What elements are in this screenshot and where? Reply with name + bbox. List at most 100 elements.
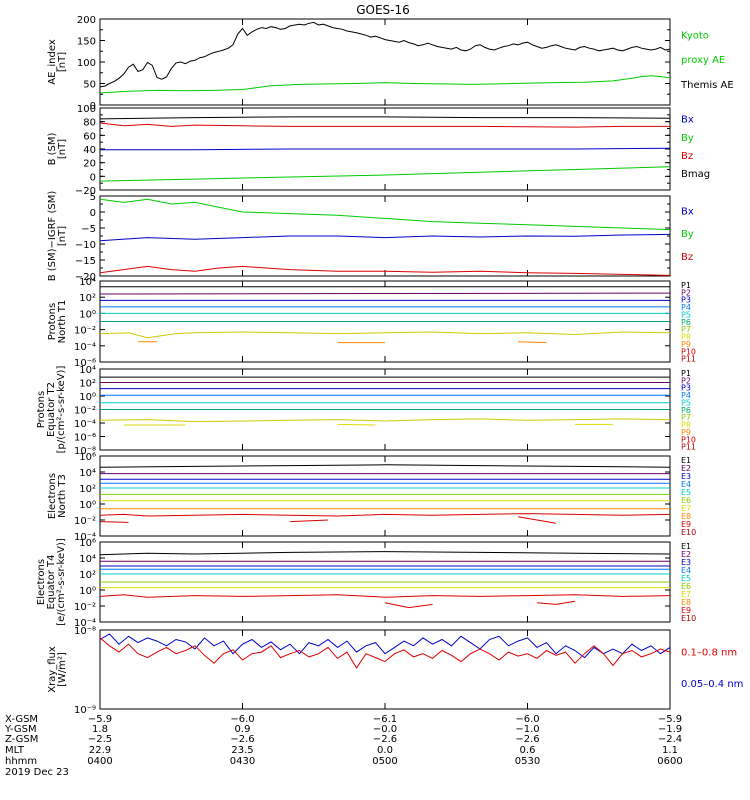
y-tick-label: −5 (81, 224, 96, 235)
x-tick-mlt: 22.9 (89, 745, 111, 756)
series-line-bigrf-2 (99, 265, 671, 276)
x-row-label: Z-GSM (5, 734, 38, 745)
series-line-bsm-3 (99, 166, 671, 182)
y-tick-label: 10⁰ (79, 500, 96, 511)
series-line-eet4-8 (384, 602, 433, 609)
series-line-ent3-9 (99, 521, 129, 523)
x-tick-zgsm: −2.5 (88, 734, 112, 745)
time-axis-labels: X-GSMY-GSMZ-GSMMLThhmm−5.91.8−2.522.9040… (4, 714, 683, 778)
y-tick-label: 10⁴ (79, 365, 96, 376)
series-line-pnt1-9 (517, 341, 547, 344)
y-axis-label: AE_index (47, 39, 58, 85)
y-tick-label: 10⁶ (79, 452, 96, 463)
y-tick-label: 10⁴ (79, 277, 96, 288)
legend-entry: Bz (681, 151, 693, 162)
legend-entry: P3 (681, 296, 691, 305)
x-row-label: X-GSM (5, 714, 38, 725)
x-tick-hhmm: 0530 (515, 756, 540, 767)
legend-entry: E6 (681, 496, 691, 505)
legend-entry: P9 (681, 428, 691, 437)
y-axis-label: Xray_flux (47, 646, 58, 693)
panel-pnt1: 10⁻⁶ 10⁻⁴ 10⁻² 10⁰ 10² 10⁴ Protons North T1 P1P2… (47, 277, 696, 369)
y-axis-label: Protons (36, 391, 47, 428)
legend-entry: P4 (681, 303, 691, 312)
series-line-ae-0 (99, 21, 671, 88)
legend-entry: E5 (681, 488, 691, 497)
y-axis-label: B (SM) (47, 132, 58, 165)
series-line-bsm-2 (100, 147, 671, 151)
panel-pet2: 10⁻⁸ 10⁻⁶ 10⁻⁴ 10⁻² 10⁰ 10² 10⁴ Protons Equator … (36, 365, 696, 457)
x-tick-mlt: 1.1 (662, 745, 678, 756)
x-tick-xgsm: −5.9 (658, 714, 682, 725)
series-line-ae-1 (99, 75, 671, 94)
series-line-bsm-0 (99, 116, 671, 120)
x-tick-zgsm: −2.4 (658, 734, 682, 745)
legend-entry: P1 (681, 369, 691, 378)
series-line-bigrf-0 (99, 198, 671, 231)
y-tick-label: −20 (75, 272, 96, 283)
y-axis-label: [nT] (57, 52, 68, 72)
legend-entry: P9 (681, 340, 691, 349)
legend-entry: P5 (681, 310, 691, 319)
x-tick-xgsm: −6.1 (373, 714, 397, 725)
x-tick-mlt: 23.5 (231, 745, 253, 756)
legend-entry: Kyoto (681, 31, 709, 42)
legend-entry: E7 (681, 504, 691, 513)
y-tick-label: 200 (77, 15, 96, 26)
y-tick-label: 20 (83, 159, 96, 170)
panel-ae: 0 50 100 150 200 AE_index [nT] Kyoto proxy AE The… (47, 15, 734, 112)
series-line-pet2-8 (337, 423, 376, 426)
legend-entry: E8 (681, 512, 691, 521)
x-tick-hhmm: 0400 (87, 756, 112, 767)
panel-frame (99, 18, 671, 106)
x-row-label: MLT (5, 745, 25, 756)
y-tick-label: 10⁻⁴ (74, 618, 96, 629)
y-tick-label: 0 (90, 172, 96, 183)
y-axis-label: Electrons (47, 473, 58, 519)
y-axis-label: [W/m²] (57, 652, 68, 687)
legend-entry: P2 (681, 288, 691, 297)
y-tick-label: 10⁶ (79, 538, 96, 549)
series-line-xray-0 (99, 633, 671, 659)
legend-entry: P11 (681, 443, 696, 452)
y-tick-label: 10⁴ (79, 554, 96, 565)
y-axis-label: [e/(cm²-s-sr-keV)] (56, 538, 67, 626)
legend-entry: P2 (681, 376, 691, 385)
x-tick-hhmm: 0430 (230, 756, 255, 767)
legend-entry: P6 (681, 406, 691, 415)
y-axis-label: Electrons (36, 559, 47, 605)
legend-entry: Bx (681, 115, 694, 126)
legend-entry: Bx (681, 206, 694, 217)
legend-entry: P7 (681, 325, 691, 334)
y-tick-label: 10⁻⁸ (74, 626, 96, 637)
y-tick-label: 100 (77, 58, 96, 69)
legend-entry: Bmag (681, 169, 710, 180)
y-tick-label: 10² (79, 570, 96, 581)
y-tick-label: 10⁰ (79, 586, 96, 597)
x-tick-zgsm: −2.6 (515, 734, 539, 745)
legend-entry: By (681, 229, 694, 240)
x-tick-zgsm: −2.6 (373, 734, 397, 745)
plot-title: GOES-16 (356, 3, 410, 17)
series-line-ent3-8 (99, 513, 671, 517)
y-tick-label: 10² (79, 379, 96, 390)
legend-entry: E7 (681, 590, 691, 599)
y-axis-label: Equator T4 (46, 555, 57, 610)
y-tick-label: −15 (75, 256, 96, 267)
x-tick-ygsm: −1.0 (515, 724, 539, 735)
legend-entry: P8 (681, 333, 691, 342)
x-row-label: hhmm (5, 756, 37, 767)
x-tick-ygsm: −1.9 (658, 724, 682, 735)
y-tick-label: 10⁻² (74, 326, 96, 337)
x-row-label: Y-GSM (4, 724, 37, 735)
y-tick-label: 60 (83, 131, 96, 142)
series-line-eet4-0 (99, 551, 671, 556)
y-axis-label: Protons (47, 303, 58, 340)
legend-entry: E6 (681, 582, 691, 591)
legend-entry: P10 (681, 347, 696, 356)
x-tick-ygsm: 0.9 (235, 724, 251, 735)
y-tick-label: −20 (75, 186, 96, 197)
legend-entry: E2 (681, 550, 691, 559)
series-line-pet2-6 (99, 418, 671, 423)
series-line-bsm-1 (99, 122, 670, 128)
